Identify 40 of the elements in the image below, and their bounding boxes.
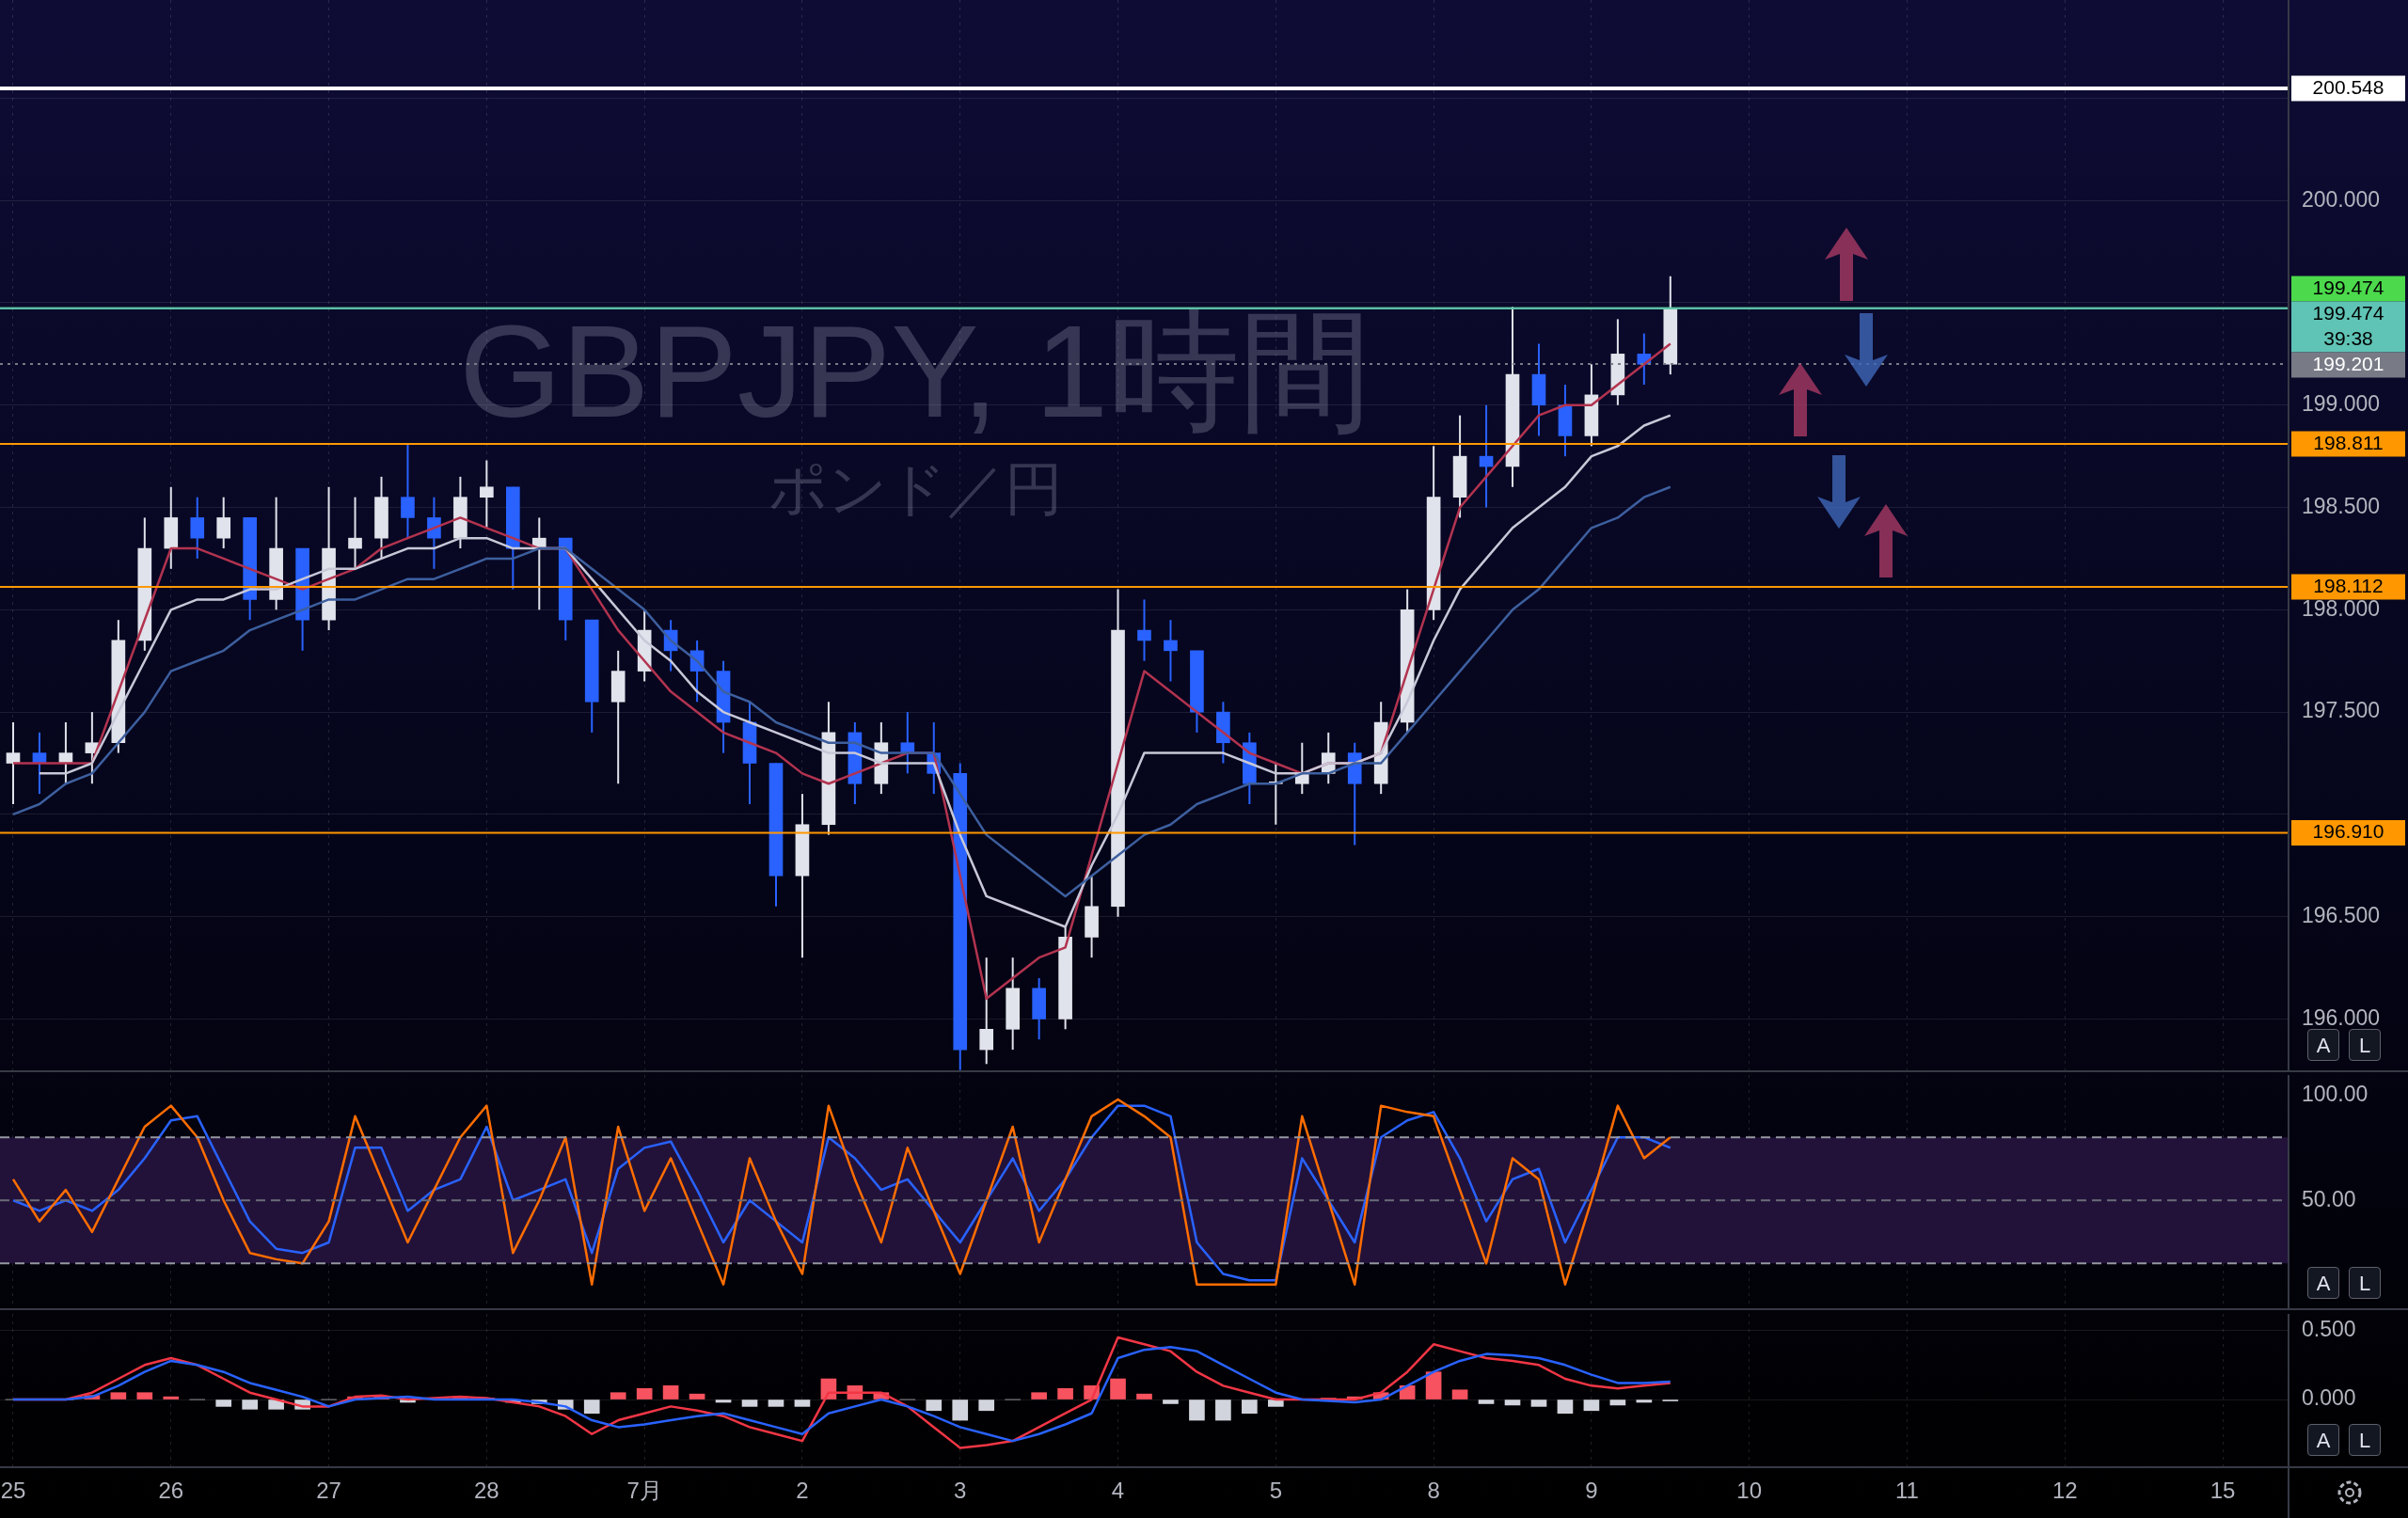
x-tick-label: 4 [1111, 1478, 1125, 1504]
scale-button: A [2307, 1424, 2339, 1456]
x-tick-label: 12 [2052, 1478, 2078, 1504]
ref-line-label: 199.474 [2312, 276, 2384, 298]
scale-button: L [2349, 1029, 2381, 1061]
y-tick-label: 199.000 [2302, 391, 2381, 417]
y-tick-label: 200.000 [2302, 186, 2381, 212]
text: 39:38 [2323, 326, 2373, 349]
x-tick-label: 2 [796, 1478, 809, 1504]
ref-line-label: 198.811 [2313, 431, 2384, 453]
scale-button: A [2307, 1267, 2339, 1299]
scale-button: L [2349, 1424, 2381, 1456]
y-tick-label: 0.500 [2302, 1316, 2356, 1341]
x-tick-label: 25 [0, 1478, 26, 1504]
x-tick-label: 28 [474, 1478, 499, 1504]
x-tick-label: 3 [954, 1478, 967, 1504]
ref-line-label: 198.112 [2313, 574, 2384, 596]
y-tick-label: 196.500 [2302, 903, 2381, 927]
x-tick-label: 5 [1269, 1478, 1283, 1504]
y-tick-label: 197.500 [2302, 698, 2381, 723]
x-tick-label: 10 [1736, 1478, 1763, 1504]
y-tick-label: 198.500 [2302, 493, 2381, 518]
y-tick-label: 198.000 [2302, 595, 2381, 621]
scale-button: A [2307, 1029, 2339, 1061]
y-tick-label: 196.000 [2302, 1004, 2381, 1030]
y-tick-label: 0.000 [2302, 1385, 2356, 1411]
scale-button: L [2349, 1267, 2381, 1299]
ref-line-label: 200.548 [2312, 75, 2384, 98]
ref-line-label: 196.910 [2312, 820, 2384, 843]
x-tick-label: 26 [158, 1478, 184, 1504]
y-tick-label: 100.00 [2302, 1081, 2368, 1106]
x-tick-label: 15 [2210, 1478, 2236, 1504]
x-tick-label: 11 [1895, 1478, 1919, 1504]
x-tick-label: 8 [1427, 1478, 1440, 1504]
ref-line-label: 199.201 [2312, 352, 2384, 374]
x-tick-label: 9 [1585, 1478, 1598, 1504]
ref-line-label: 199.474 [2312, 301, 2384, 324]
y-tick-label: 50.00 [2302, 1186, 2356, 1211]
x-tick-label: 7月 [626, 1478, 662, 1504]
x-tick-label: 27 [316, 1478, 341, 1504]
